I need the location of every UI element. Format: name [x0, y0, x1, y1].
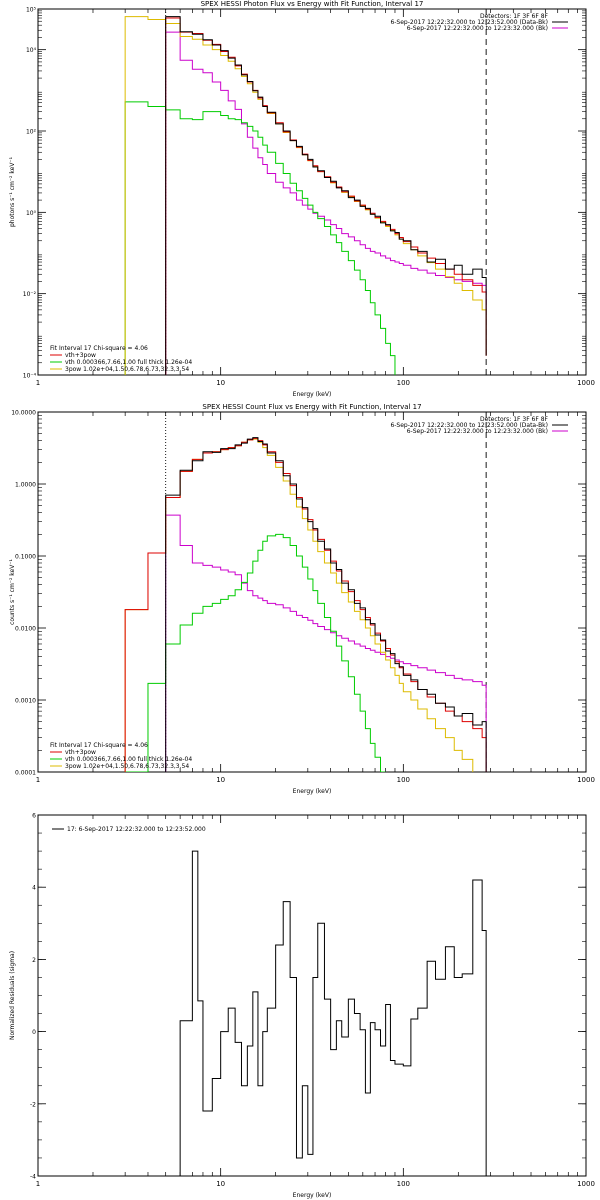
chart-title: SPEX HESSI Photon Flux vs Energy with Fi…: [201, 0, 424, 8]
series-vth: [124, 101, 396, 375]
series-residuals: [165, 850, 487, 1176]
series-3pow: [124, 16, 487, 375]
y-tick-label: 0.0001: [15, 770, 36, 777]
legend-bottomleft-entry: Fit Interval 17 Chi-square = 4.06: [50, 345, 148, 352]
plot-frame: [37, 814, 587, 1177]
y-tick-label: 10²: [26, 129, 37, 136]
x-tick-label: 10: [216, 776, 225, 784]
y-tick-label: 10⁰: [26, 210, 37, 217]
x-axis-label: Energy (keV): [293, 788, 332, 795]
series-bk: [165, 31, 487, 375]
y-tick-label: 0.1000: [15, 554, 36, 561]
chart-panel-1: SPEX HESSI Photon Flux vs Energy with Fi…: [9, 0, 595, 398]
plot-frame: [37, 411, 587, 773]
y-tick-label: 10⁻²: [23, 291, 37, 298]
x-tick-label: 10: [216, 379, 225, 387]
chart-panel-2: SPEX HESSI Count Flux vs Energy with Fit…: [9, 403, 595, 795]
series-data-bk: [165, 437, 487, 772]
legend-bottomleft-entry: 3pow 1.02e+04,1.50,6.78,6.73,32.3,3.54: [65, 763, 189, 770]
legend-topright-entry: 6-Sep-2017 12:22:32.000 to 12:23:52.000 …: [390, 19, 548, 26]
chart-panel-3: 1 10 100 1000 Energy (keV) -4 -2 0 2 4 6 Normalized…: [9, 813, 595, 1200]
legend-bottomleft-entry: vth 0.000366,7.66,1.00 full thick 1.26e-…: [65, 359, 192, 366]
series-bk: [165, 514, 487, 772]
series-vth-3pow: [165, 17, 487, 375]
x-tick-label: 1000: [577, 776, 595, 784]
y-axis-label: Normalized Residuals (sigma): [9, 951, 16, 1040]
chart-title: SPEX HESSI Count Flux vs Energy with Fit…: [202, 403, 421, 411]
legend-bottomleft-entry: vth+3pow: [65, 352, 96, 359]
series-group: [124, 437, 487, 772]
x-tick-label: 100: [397, 379, 410, 387]
series-vth: [125, 533, 386, 772]
y-tick-label: -2: [30, 1101, 36, 1108]
x-tick-label: 100: [397, 776, 410, 784]
x-tick-label: 10: [216, 1180, 225, 1188]
y-tick-label: -4: [30, 1174, 36, 1181]
series-data-bk: [165, 16, 487, 375]
x-tick-label: 1: [36, 776, 40, 784]
y-tick-label: 0.0010: [15, 698, 36, 705]
y-tick-label: 10⁴: [26, 47, 37, 54]
legend-entry: 17: 6-Sep-2017 12:22:32.000 to 12:23:52.…: [67, 826, 206, 833]
series-group: [124, 16, 487, 375]
legend-bottomleft-entry: vth+3pow: [65, 749, 96, 756]
series-group: [165, 850, 487, 1176]
y-tick-label: 4: [32, 885, 36, 892]
series-vth-3pow: [124, 437, 487, 772]
y-axis-label: counts s⁻¹ cm⁻² keV⁻¹: [9, 559, 16, 625]
y-tick-label: 1.0000: [15, 482, 36, 489]
x-tick-label: 1000: [577, 1180, 595, 1188]
x-tick-label: 100: [397, 1180, 410, 1188]
legend-bottomleft-entry: 3pow 1.02e+04,1.50,6.78,6.73,32.3,3.54: [65, 366, 189, 373]
series-3pow: [124, 438, 474, 772]
legend-topright-entry: Detectors: 1F 3F 6F 8F: [480, 13, 549, 20]
plot-frame: [37, 8, 587, 376]
y-tick-label: 0: [32, 1029, 36, 1036]
legend-topright-entry: 6-Sep-2017 12:22:32.000 to 12:23:32.000 …: [407, 25, 548, 32]
x-axis-label: Energy (keV): [293, 1192, 332, 1199]
x-tick-label: 1: [36, 379, 40, 387]
legend-topright-entry: 6-Sep-2017 12:22:32.000 to 12:23:52.000 …: [390, 422, 548, 429]
x-axis-label: Energy (keV): [293, 391, 332, 398]
legend-topright-entry: 6-Sep-2017 12:22:32.000 to 12:23:32.000 …: [407, 428, 548, 435]
x-tick-label: 1000: [577, 379, 595, 387]
y-tick-label: 10⁵: [26, 7, 37, 14]
y-tick-label: 2: [32, 957, 36, 964]
legend-bottomleft-entry: Fit Interval 17 Chi-square = 4.06: [50, 742, 148, 749]
y-axis-label: photons s⁻¹ cm⁻² keV⁻¹: [9, 156, 16, 227]
y-tick-label: 0.0100: [15, 626, 36, 633]
legend-bottomleft-entry: vth 0.000366,7.66,1.00 full thick 1.26e-…: [65, 756, 192, 763]
x-tick-label: 1: [36, 1180, 40, 1188]
y-tick-label: 10⁻⁴: [23, 373, 37, 380]
y-tick-label: 6: [32, 813, 36, 820]
legend-topright-entry: Detectors: 1F 3F 6F 8F: [480, 416, 549, 423]
y-tick-label: 10.0000: [11, 410, 36, 417]
